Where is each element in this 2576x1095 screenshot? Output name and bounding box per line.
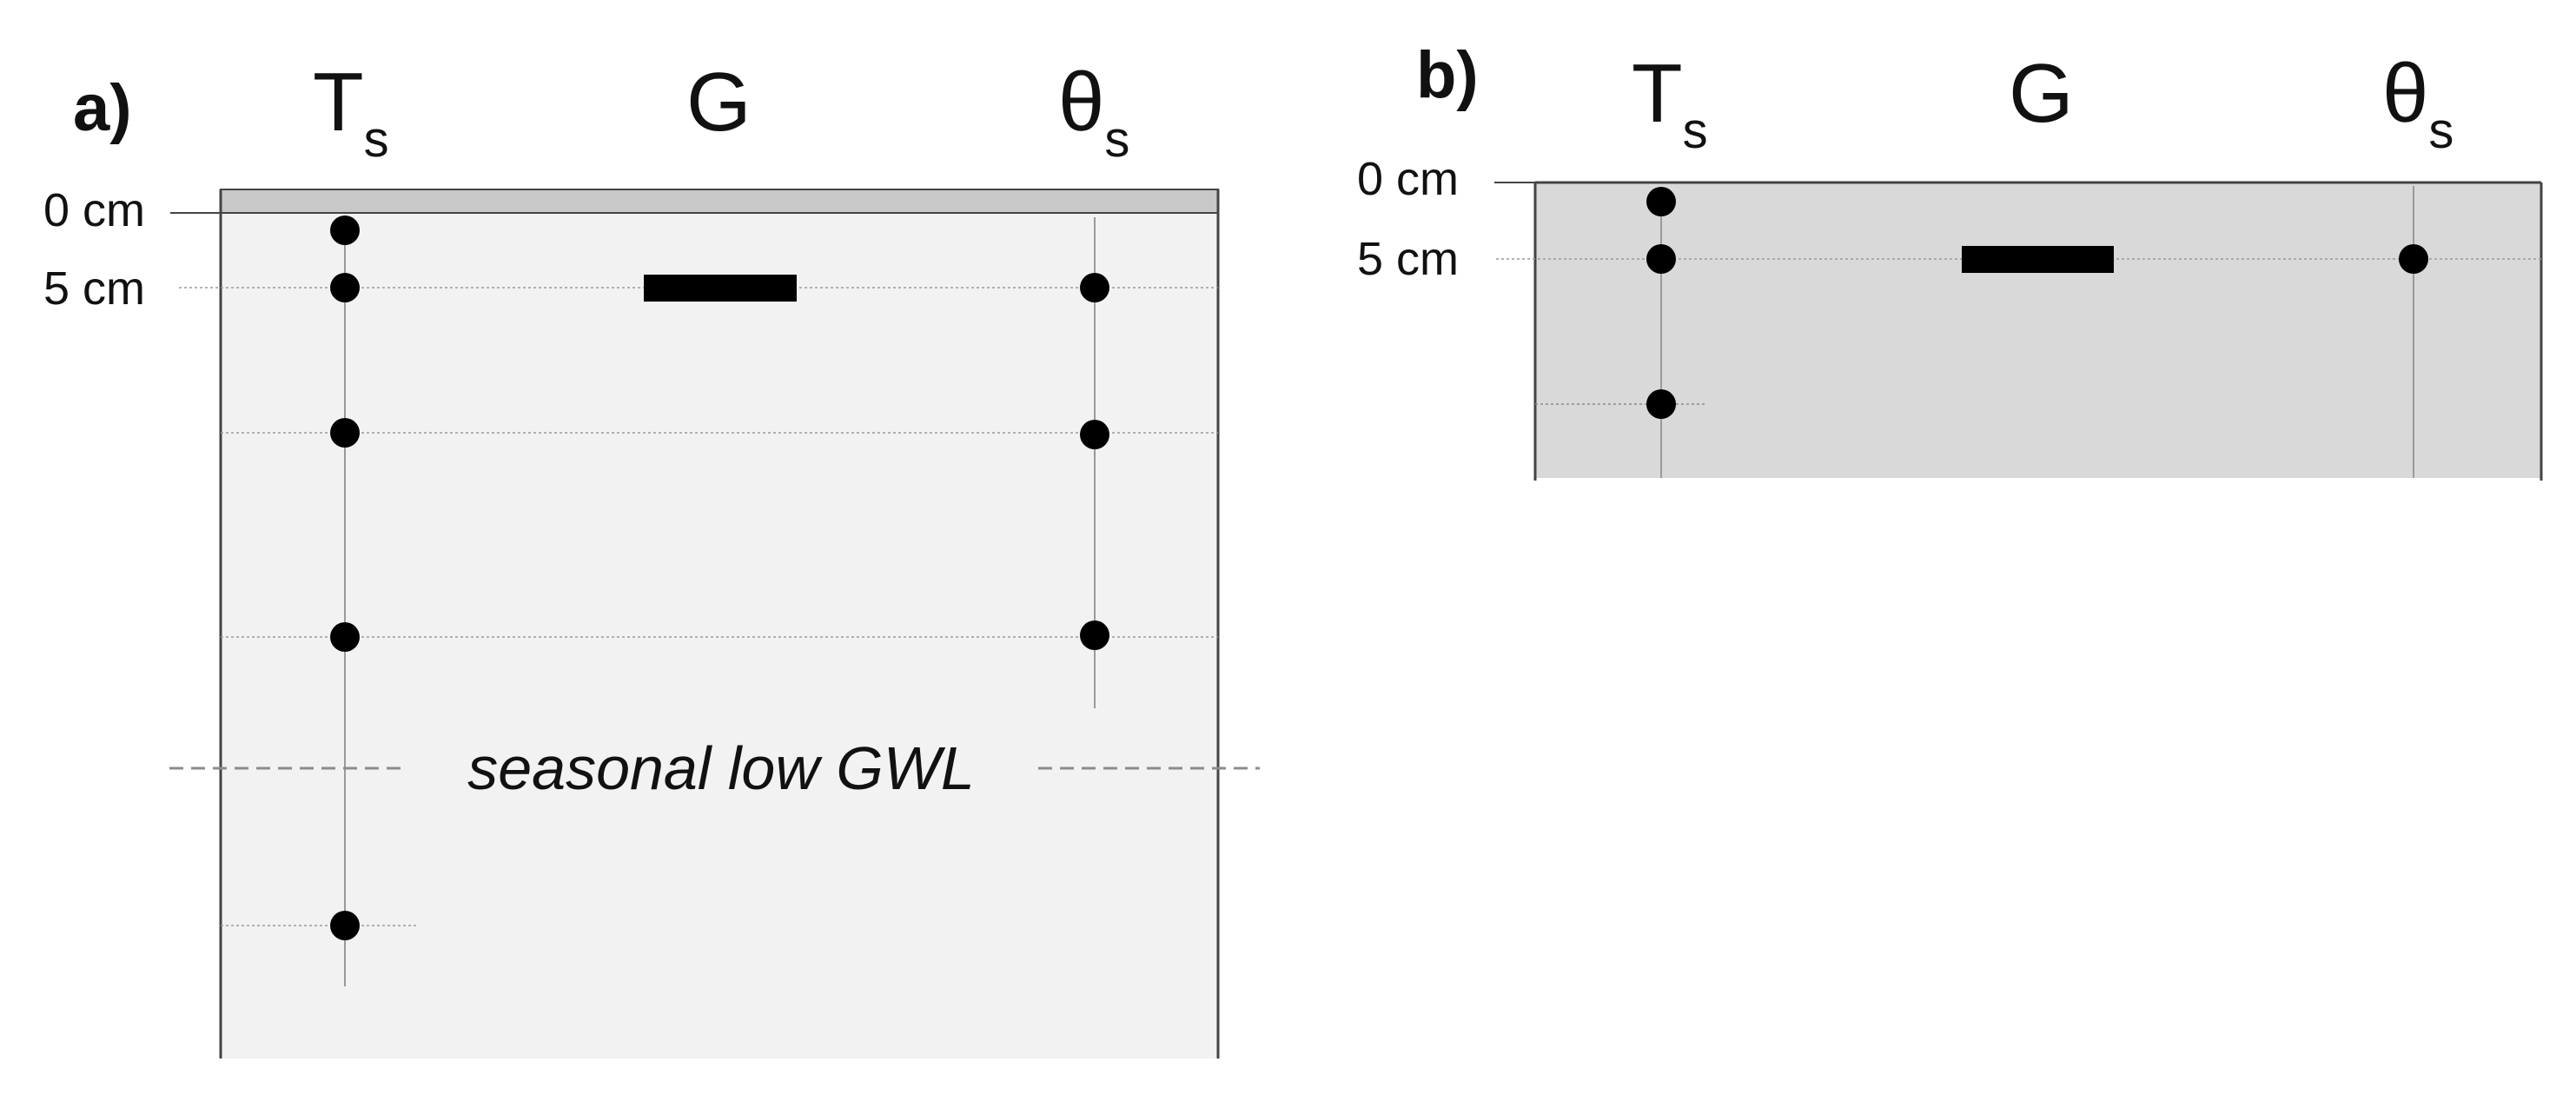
panel-a-surface-strip [220, 189, 1219, 214]
panel-a-ts-sensor-3 [330, 418, 360, 448]
panel-b-ts-sensor-3 [1646, 389, 1676, 419]
panel-a-gwl-label: seasonal low GWL [467, 734, 975, 802]
panel-a: a) Ts G θs 0 cm 5 cm seasonal low GWL [43, 56, 1260, 1058]
panel-a-soil-profile [221, 189, 1218, 1058]
panel-a-ts-heading: Ts [313, 56, 389, 168]
panel-a-ts-sensor-5 [330, 911, 360, 940]
panel-a-label: a) [73, 71, 132, 145]
panel-a-theta-heading: θs [1058, 56, 1129, 168]
panel-b-theta-symbol: θ [2382, 47, 2428, 140]
panel-a-ts-sensor-1 [330, 216, 360, 245]
panel-a-theta-sensor-1 [1080, 273, 1109, 302]
panel-a-heat-flux-plate [644, 275, 797, 302]
panel-b-theta-sensor-1 [2399, 244, 2428, 274]
panel-a-ts-sensor-4 [330, 622, 360, 652]
panel-b-theta-subscript: s [2428, 103, 2453, 159]
panel-a-g-heading: G [686, 56, 752, 149]
panel-b-soil-profile [1535, 182, 2541, 478]
panel-b-label: b) [1416, 38, 1479, 112]
panel-b-ts-subscript: s [1683, 103, 1708, 159]
panel-b-ts-sensor-2 [1646, 244, 1676, 274]
panel-b-depth-0cm: 0 cm [1357, 153, 1459, 205]
panel-a-theta-subscript: s [1104, 111, 1129, 168]
panel-b: b) Ts G θs 0 cm 5 cm [1357, 38, 2543, 481]
panel-b-ts-sensor-1 [1646, 187, 1676, 216]
panel-b-ts-heading: Ts [1632, 47, 1708, 159]
panel-a-theta-symbol: θ [1058, 56, 1104, 149]
panel-a-depth-0cm: 0 cm [43, 184, 145, 236]
panel-b-ts-symbol: T [1632, 47, 1683, 140]
panel-a-ts-symbol: T [313, 56, 364, 149]
panel-a-depth-5cm: 5 cm [43, 262, 145, 315]
panel-a-ts-sensor-2 [330, 273, 360, 302]
panel-b-g-heading: G [2009, 47, 2074, 140]
panel-b-heat-flux-plate [1962, 246, 2114, 273]
panel-b-depth-5cm: 5 cm [1357, 233, 1459, 285]
panel-a-theta-sensor-3 [1080, 620, 1109, 650]
panel-a-ts-subscript: s [364, 111, 389, 168]
panel-a-theta-sensor-2 [1080, 420, 1109, 449]
panel-b-theta-heading: θs [2382, 47, 2453, 159]
